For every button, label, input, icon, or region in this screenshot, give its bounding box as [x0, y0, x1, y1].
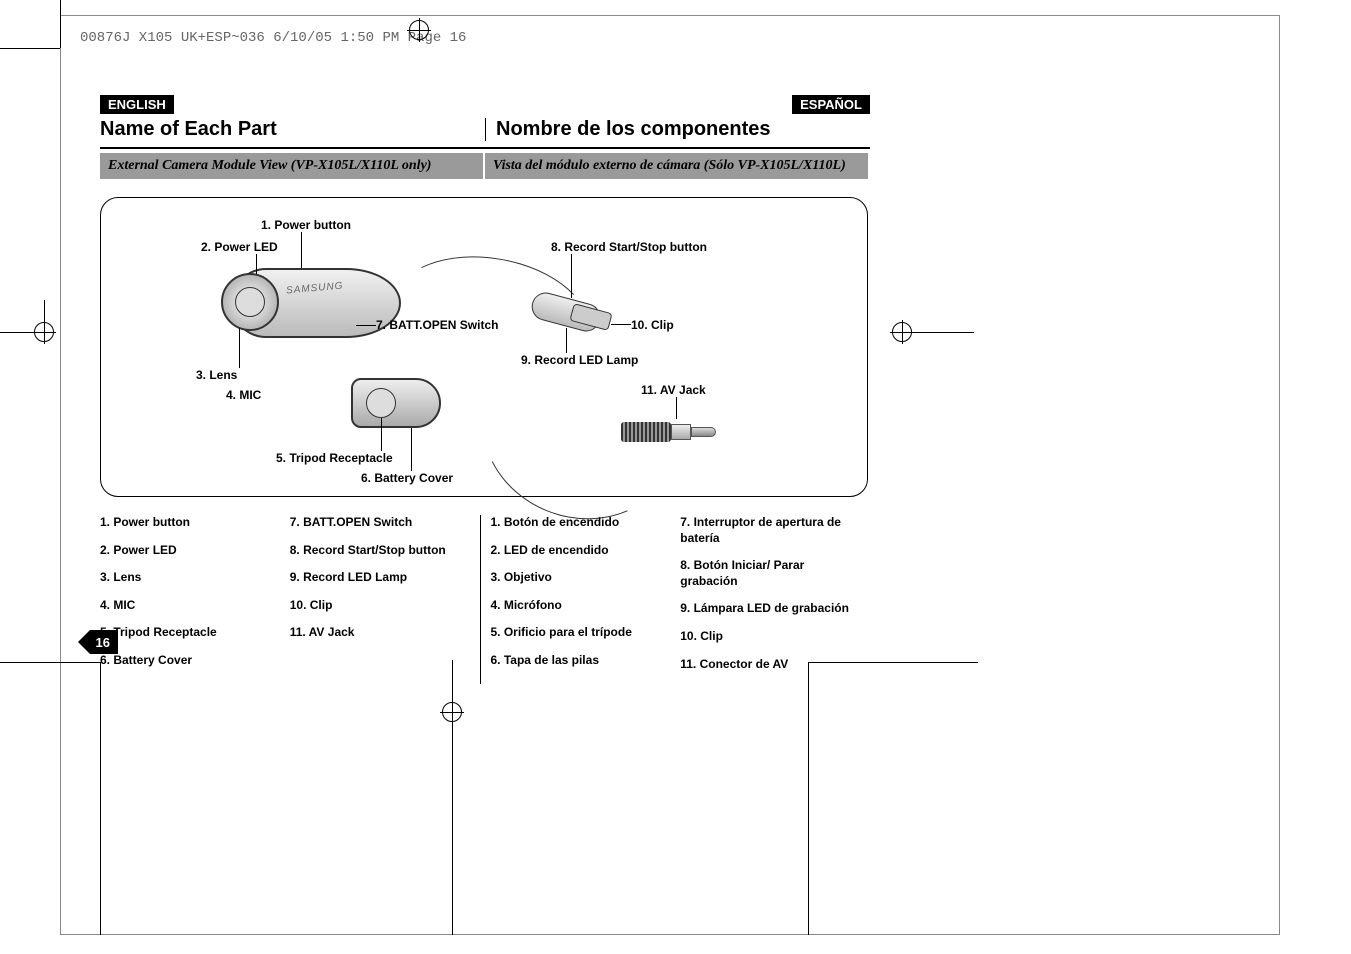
leader-line [239, 328, 240, 368]
registration-mark-icon [407, 18, 431, 42]
part-item: 5. Tripod Receptacle [100, 625, 280, 641]
parts-list-row: 1. Power button 2. Power LED 3. Lens 4. … [100, 515, 870, 684]
crop-mark [60, 0, 61, 48]
part-item: 9. Lámpara LED de grabación [680, 601, 860, 617]
subtitle-english: External Camera Module View (VP-X105L/X1… [100, 153, 485, 179]
title-underline [100, 147, 870, 149]
diagram-label-9: 9. Record LED Lamp [521, 353, 638, 367]
part-item: 4. Micrófono [491, 598, 671, 614]
part-item: 8. Botón Iniciar/ Parar grabación [680, 558, 860, 589]
crop-mark [0, 48, 60, 49]
part-item: 10. Clip [680, 629, 860, 645]
subtitle-spanish: Vista del módulo externo de cámara (Sólo… [485, 153, 870, 179]
jack-ring-icon [671, 424, 691, 440]
leader-line [571, 254, 572, 298]
diagram-label-3: 3. Lens [196, 368, 237, 382]
part-item: 6. Battery Cover [100, 653, 280, 669]
leader-line [676, 397, 677, 419]
part-item: 9. Record LED Lamp [290, 570, 470, 586]
parts-spanish-col-b: 7. Interruptor de apertura de batería 8.… [680, 515, 870, 684]
part-item: 6. Tapa de las pilas [491, 653, 671, 669]
crop-mark [0, 332, 32, 333]
registration-mark-icon [32, 320, 56, 344]
diagram-label-7: 7. BATT.OPEN Switch [376, 318, 498, 332]
crop-mark [44, 300, 45, 320]
manual-page-content: ENGLISH ESPAÑOL Name of Each Part Nombre… [100, 95, 870, 684]
leader-line [611, 324, 631, 325]
tripod-hole-icon [366, 388, 396, 418]
leader-line [381, 418, 382, 451]
diagram-label-8: 8. Record Start/Stop button [551, 240, 707, 254]
part-item: 3. Objetivo [491, 570, 671, 586]
part-item: 5. Orificio para el trípode [491, 625, 671, 641]
diagram-label-1: 1. Power button [261, 218, 351, 232]
subtitle-row: External Camera Module View (VP-X105L/X1… [100, 153, 870, 179]
leader-line [356, 325, 376, 326]
title-english: Name of Each Part [100, 118, 485, 141]
parts-english-col-b: 7. BATT.OPEN Switch 8. Record Start/Stop… [290, 515, 480, 684]
part-item: 3. Lens [100, 570, 280, 586]
leader-line [301, 232, 302, 268]
language-badge-spanish: ESPAÑOL [792, 95, 870, 114]
leader-line [256, 254, 257, 274]
registration-mark-icon [890, 320, 914, 344]
leader-line [411, 428, 412, 471]
parts-english-col-a: 1. Power button 2. Power LED 3. Lens 4. … [100, 515, 290, 684]
camera-diagram: SAMSUNG 1. Power button 2. Power LED 3. … [100, 197, 868, 497]
part-item: 8. Record Start/Stop button [290, 543, 470, 559]
crop-mark [808, 662, 809, 935]
title-spanish: Nombre de los componentes [485, 118, 870, 141]
part-item: 10. Clip [290, 598, 470, 614]
diagram-label-4: 4. MIC [226, 388, 261, 402]
battery-module-icon [351, 378, 441, 428]
crop-mark [452, 724, 453, 935]
parts-spanish-col-a: 1. Botón de encendido 2. LED de encendid… [480, 515, 681, 684]
registration-mark-icon [440, 700, 464, 724]
crop-mark [100, 662, 101, 935]
jack-tip-icon [691, 427, 716, 437]
part-item: 11. Conector de AV [680, 657, 860, 673]
diagram-label-5: 5. Tripod Receptacle [276, 451, 393, 465]
diagram-label-10: 10. Clip [631, 318, 674, 332]
part-item: 7. Interruptor de apertura de batería [680, 515, 860, 546]
diagram-label-2: 2. Power LED [201, 240, 278, 254]
part-item: 4. MIC [100, 598, 280, 614]
crop-mark [914, 332, 974, 333]
part-item: 2. Power LED [100, 543, 280, 559]
language-row: ENGLISH ESPAÑOL [100, 95, 870, 114]
diagram-label-6: 6. Battery Cover [361, 471, 453, 485]
title-row: Name of Each Part Nombre de los componen… [100, 118, 870, 141]
av-jack-icon [621, 418, 711, 446]
jack-grip-icon [621, 422, 671, 442]
leader-line [566, 328, 567, 353]
crop-mark [0, 662, 100, 663]
part-item: 2. LED de encendido [491, 543, 671, 559]
part-item: 1. Power button [100, 515, 280, 531]
language-badge-english: ENGLISH [100, 95, 174, 114]
part-item: 7. BATT.OPEN Switch [290, 515, 470, 531]
camera-lens-inner-icon [235, 287, 265, 317]
diagram-label-11: 11. AV Jack [641, 383, 706, 397]
part-item: 11. AV Jack [290, 625, 470, 641]
